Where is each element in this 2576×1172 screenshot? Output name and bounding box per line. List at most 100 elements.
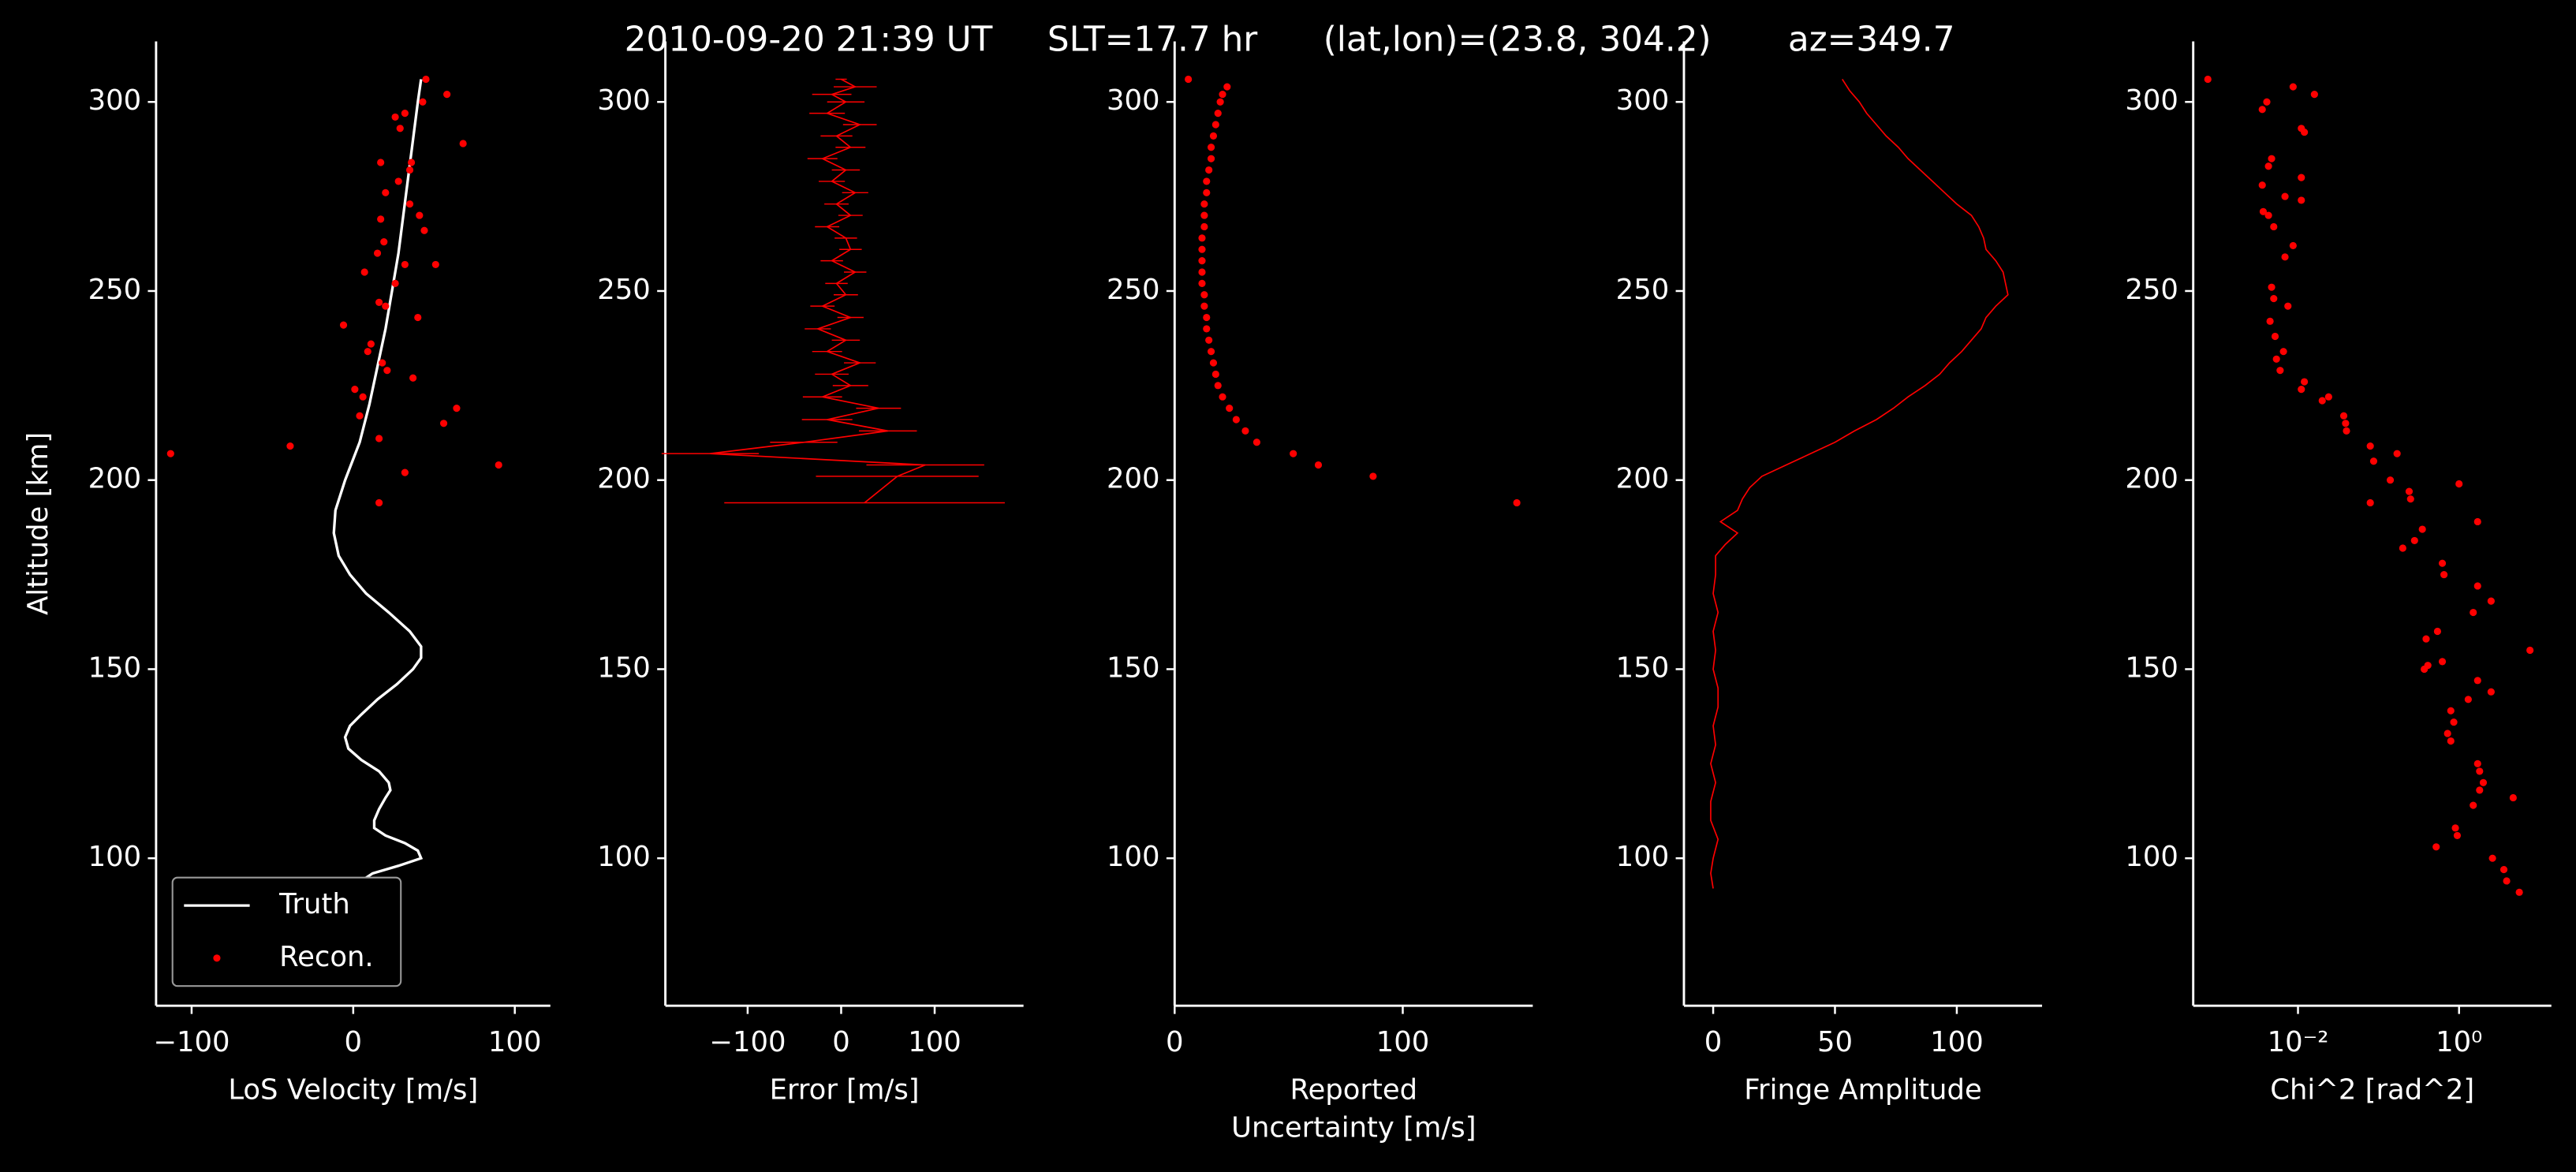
x-tick-label: 0 [1704, 1026, 1723, 1058]
data-point [2432, 843, 2440, 851]
data-point [2406, 495, 2414, 503]
data-point [1203, 313, 1211, 322]
y-tick-label: 300 [88, 84, 142, 117]
y-tick-label: 200 [1107, 463, 1160, 495]
data-point [1209, 359, 1218, 367]
data-point [2438, 658, 2447, 666]
data-point [1214, 110, 1222, 118]
data-point [377, 215, 385, 223]
data-point [1205, 166, 1213, 174]
profile-line [1710, 79, 2009, 889]
data-point [351, 386, 359, 394]
data-point [2488, 854, 2496, 862]
data-point [2266, 317, 2274, 325]
data-point [2386, 476, 2395, 484]
data-point [409, 374, 417, 382]
data-point [1203, 325, 1211, 333]
legend-label: Recon. [279, 941, 374, 973]
data-point [1209, 132, 1218, 140]
data-point [166, 450, 174, 457]
y-tick-label: 250 [1616, 274, 1670, 306]
data-point [2268, 283, 2275, 291]
y-tick-label: 100 [1616, 841, 1670, 873]
data-point [2464, 696, 2472, 704]
data-point [2204, 75, 2212, 84]
x-tick-label: 100 [1930, 1026, 1984, 1058]
data-point [2369, 457, 2378, 465]
y-tick-label: 100 [597, 841, 651, 873]
data-point [439, 420, 448, 427]
data-point [379, 359, 386, 367]
data-point [380, 238, 388, 246]
data-point [1226, 405, 1234, 412]
data-point [2433, 627, 2441, 636]
y-tick-label: 250 [597, 274, 651, 306]
data-point [2410, 536, 2418, 545]
data-point [2473, 677, 2481, 685]
x-axis-label: Reported [1290, 1073, 1418, 1106]
data-point [2487, 688, 2495, 696]
data-point [1200, 200, 1208, 208]
figure-title: 2010-09-20 21:39 UT SLT=17.7 hr (lat,lon… [625, 20, 1955, 60]
y-tick-label: 300 [2125, 84, 2178, 117]
data-point [2499, 865, 2508, 874]
data-point [2447, 707, 2455, 715]
data-point [2264, 211, 2272, 219]
data-point [364, 348, 371, 356]
data-point [2421, 665, 2429, 674]
data-point [2284, 302, 2292, 310]
y-tick-label: 150 [2125, 651, 2178, 684]
data-point [2324, 393, 2332, 401]
data-point [1207, 155, 1215, 162]
data-point [2298, 386, 2305, 394]
data-point [2447, 737, 2455, 745]
data-point [382, 302, 390, 310]
y-tick-label: 250 [1107, 274, 1160, 306]
x-axis-label: LoS Velocity [m/s] [228, 1073, 478, 1106]
data-point [2418, 525, 2426, 533]
data-point [391, 113, 399, 121]
data-point [1198, 257, 1206, 265]
y-tick-label: 150 [88, 651, 142, 684]
data-point [391, 279, 399, 287]
y-tick-label: 200 [1616, 463, 1670, 495]
profile-line [710, 78, 926, 504]
y-tick-label: 100 [88, 841, 142, 873]
data-point [1198, 268, 1206, 276]
x-tick-label: 100 [1376, 1026, 1430, 1058]
data-point [2440, 570, 2448, 579]
data-point [453, 405, 461, 412]
data-point [1198, 279, 1206, 287]
data-point [1198, 245, 1206, 253]
data-point [367, 340, 375, 348]
y-tick-label: 200 [597, 463, 651, 495]
data-point [2515, 888, 2523, 896]
data-point [2438, 559, 2447, 567]
data-point [459, 140, 467, 147]
x-tick-label: −100 [709, 1026, 786, 1058]
data-point [2281, 253, 2289, 261]
data-point [2301, 129, 2309, 136]
data-point [2339, 412, 2348, 420]
x-axis-label: Chi^2 [rad^2] [2270, 1073, 2474, 1106]
data-point [414, 313, 422, 322]
data-point [2310, 91, 2318, 99]
data-point [2455, 480, 2463, 488]
x-tick-label: 100 [908, 1026, 961, 1058]
data-point [375, 298, 383, 306]
data-point [407, 159, 416, 166]
data-point [2270, 294, 2278, 303]
data-point [1241, 427, 1249, 435]
data-point [2443, 730, 2451, 737]
data-point [2509, 793, 2517, 802]
data-point [2476, 786, 2484, 794]
data-point [2479, 778, 2488, 786]
data-point [2318, 397, 2326, 405]
data-point [1200, 222, 1208, 231]
data-point [401, 110, 409, 118]
data-point [2298, 174, 2305, 181]
data-point [1200, 211, 1208, 219]
data-point [2270, 222, 2278, 231]
data-point [1200, 291, 1208, 299]
x-axis-label: Fringe Amplitude [1744, 1073, 1981, 1106]
